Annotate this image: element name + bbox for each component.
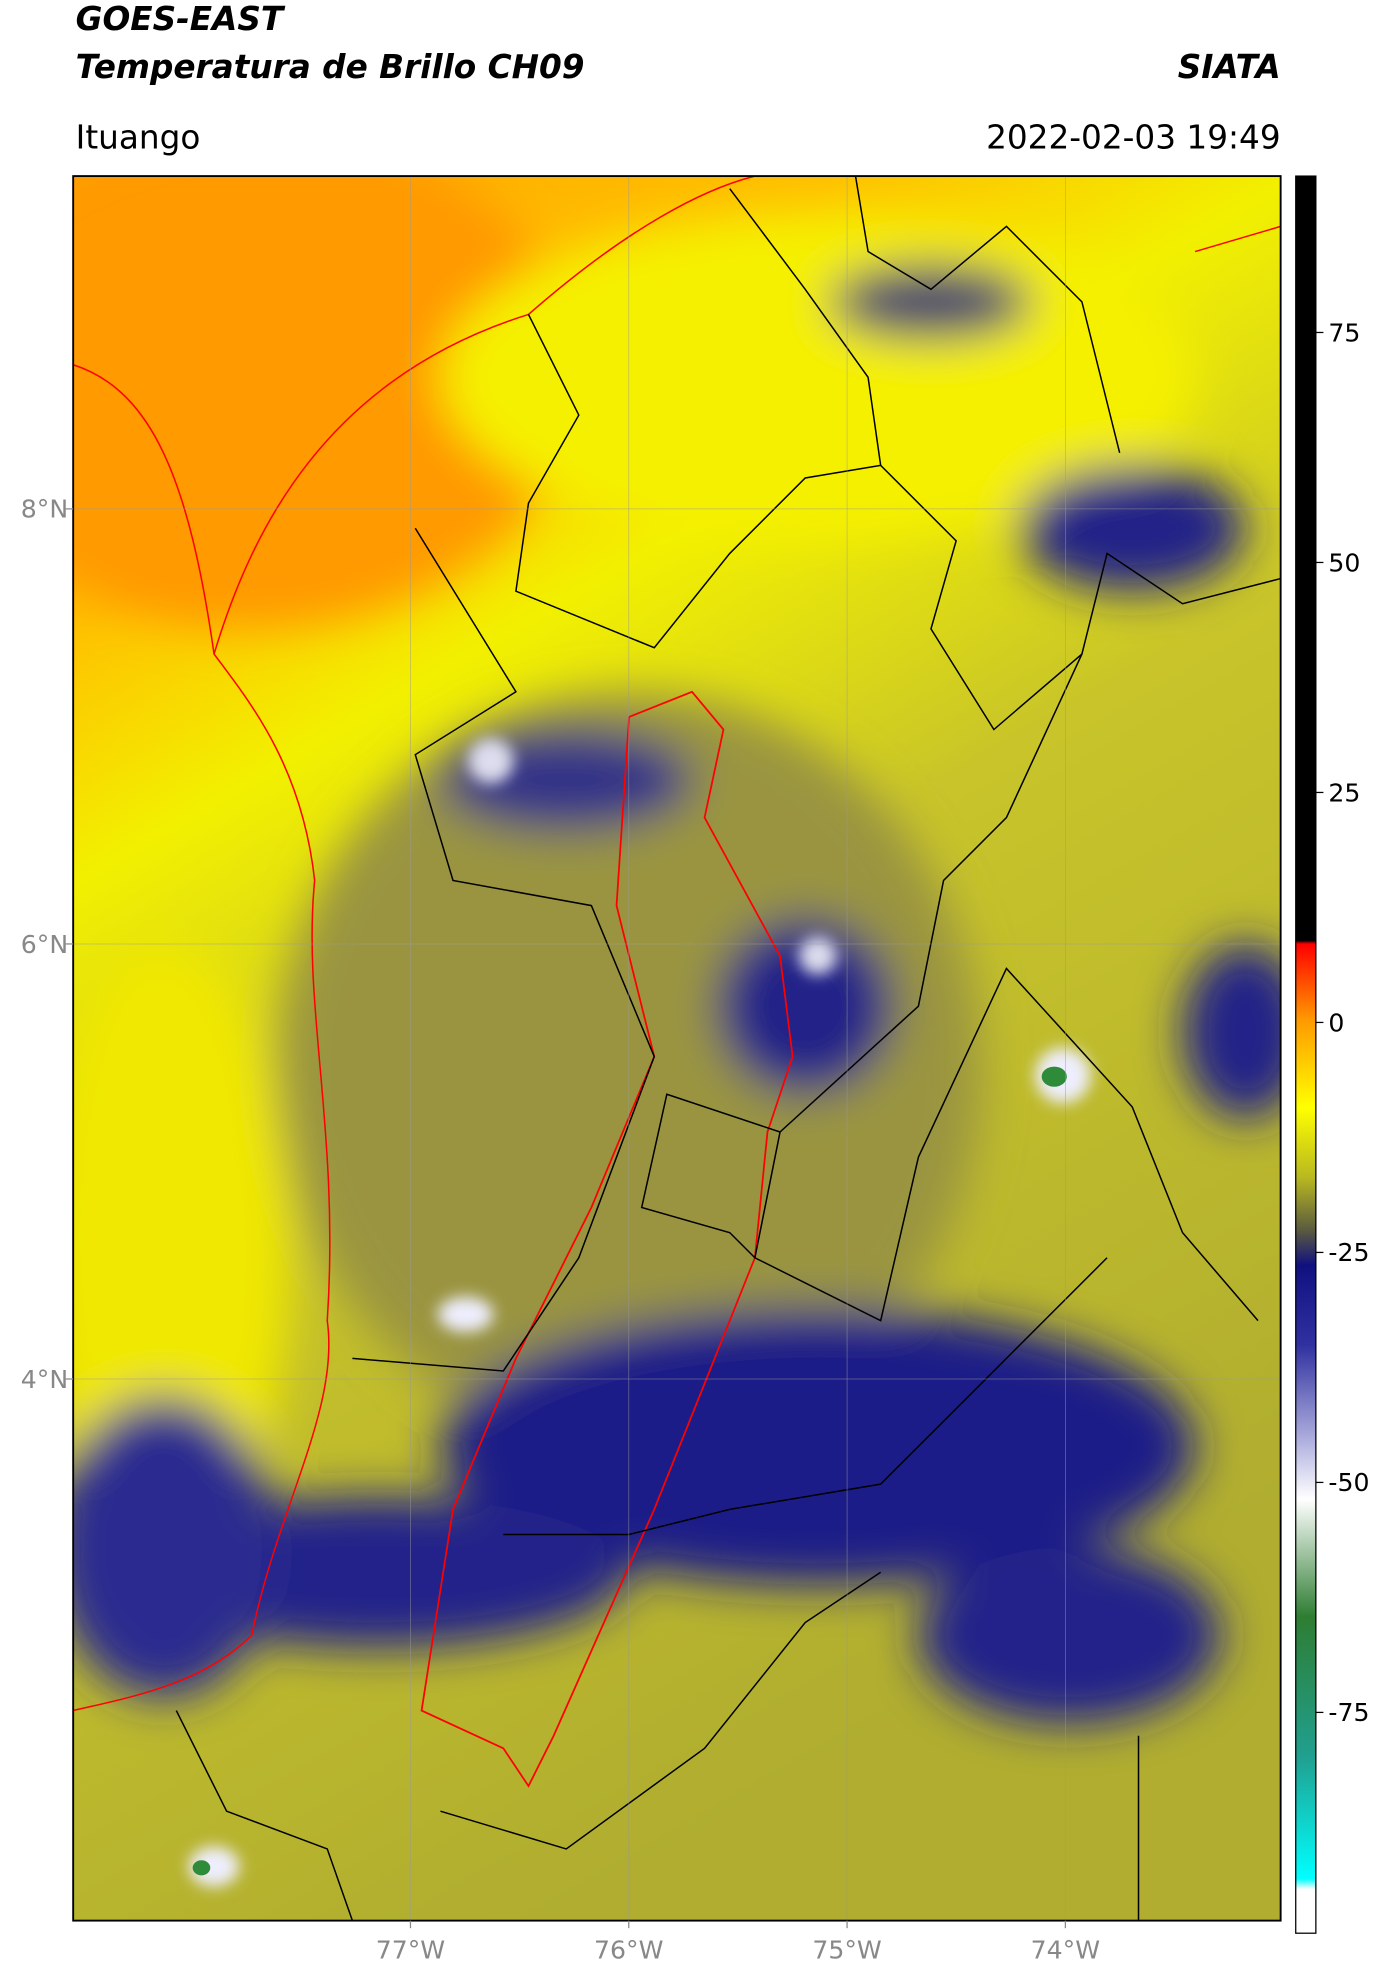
lat-tick-label: 4°N <box>21 1365 68 1394</box>
colorbar-tick-label: 25 <box>1328 778 1360 807</box>
lon-tick-label: 76°W <box>594 1935 664 1964</box>
lon-tick-label: 77°W <box>376 1935 446 1964</box>
datetime: 2022-02-03 19:49 <box>986 118 1281 156</box>
lat-tick-label: 8°N <box>21 495 68 524</box>
location: Ituango <box>76 118 201 156</box>
colorbar-tick-label: -50 <box>1328 1468 1369 1497</box>
colorbar <box>1295 175 1317 1934</box>
subtitle: Temperatura de Brillo CH09 <box>76 48 585 86</box>
lon-tick-label: 75°W <box>812 1935 882 1964</box>
colorbar-tick-label: 50 <box>1328 548 1360 577</box>
colorbar-tick-label: -75 <box>1328 1698 1369 1727</box>
colorbar-tick-label: 0 <box>1328 1008 1344 1037</box>
lon-tick-label: 74°W <box>1031 1935 1101 1964</box>
lat-tick-label: 6°N <box>21 930 68 959</box>
colorbar-tick-label: 75 <box>1328 318 1360 347</box>
satellite-image <box>73 176 1281 1921</box>
map-frame <box>72 175 1282 1922</box>
title: GOES-EAST <box>76 0 286 38</box>
source: SIATA <box>1178 48 1281 86</box>
grid <box>73 176 1281 1921</box>
colorbar-tick-label: -25 <box>1328 1238 1369 1267</box>
